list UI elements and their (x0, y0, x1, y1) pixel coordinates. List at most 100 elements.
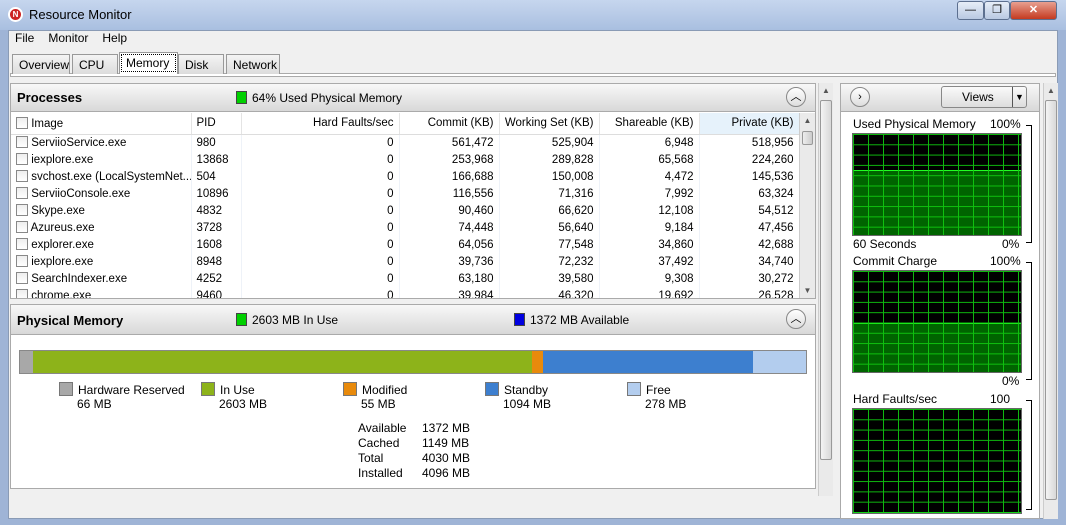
menu-help[interactable]: Help (102, 31, 128, 45)
process-checkbox[interactable] (16, 255, 28, 267)
column-header[interactable]: Commit (KB) (399, 113, 500, 135)
legend-value: 278 MB (645, 397, 687, 411)
table-cell: 10896 (191, 185, 242, 202)
cell-text: 0 (387, 187, 394, 200)
close-button[interactable]: ✕ (1010, 1, 1057, 20)
column-label: Hard Faults/sec (312, 117, 394, 130)
scroll-down-icon[interactable]: ▼ (803, 286, 812, 295)
maximize-button[interactable]: ❐ (984, 1, 1010, 20)
physical-memory-header[interactable]: Physical Memory 2603 MB In Use 1372 MB A… (11, 305, 815, 335)
expand-graphs-button[interactable]: › (850, 87, 870, 107)
cell-text: 253,968 (451, 153, 494, 166)
scroll-up-icon[interactable]: ▲ (803, 116, 812, 125)
table-row[interactable]: explorer.exe 1608 0 64,056 77,548 34,860 42,68… (11, 236, 800, 253)
table-cell: iexplore.exe (11, 151, 192, 168)
memory-segment-free (752, 351, 806, 373)
cell-text: 0 (387, 255, 394, 268)
menu-bar: File Monitor Help (8, 31, 134, 49)
tab-disk[interactable]: Disk (178, 54, 224, 74)
table-cell: 64,056 (399, 236, 500, 253)
tab-network[interactable]: Network (226, 54, 280, 74)
column-header[interactable]: PID (191, 113, 242, 135)
cell-text: 980 (196, 136, 216, 149)
table-cell: 6,948 (599, 134, 700, 151)
table-row[interactable]: svchost.exe (LocalSystemNet... 504 0 166,68… (11, 168, 800, 185)
column-header[interactable]: Shareable (KB) (599, 113, 700, 135)
tab-memory[interactable]: Memory (119, 52, 178, 74)
legend-label: Free (646, 383, 671, 397)
cell-text: iexplore.exe (31, 154, 94, 166)
scroll-thumb[interactable] (802, 131, 813, 145)
total-row: Cached 1149 MB (358, 436, 470, 451)
table-cell: 116,556 (399, 185, 500, 202)
process-checkbox[interactable] (16, 272, 28, 284)
collapse-physical-memory-button[interactable]: ︿ (786, 309, 806, 329)
table-cell: 0 (241, 168, 400, 185)
column-header[interactable]: Working Set (KB) (499, 113, 600, 135)
process-checkbox[interactable] (16, 153, 28, 165)
process-checkbox[interactable] (16, 136, 28, 149)
graph-min-label: 0% (1002, 237, 1020, 251)
process-checkbox[interactable] (16, 204, 28, 216)
total-value: 1149 MB (422, 436, 470, 450)
cell-text: 12,108 (658, 204, 694, 217)
scroll-up-icon[interactable]: ▲ (1047, 86, 1055, 95)
menu-monitor[interactable]: Monitor (48, 31, 89, 45)
scroll-thumb[interactable] (820, 100, 832, 460)
select-all-checkbox[interactable] (16, 116, 28, 129)
menu-file[interactable]: File (15, 31, 35, 45)
cell-text: 8948 (196, 255, 223, 268)
table-row[interactable]: Azureus.exe 3728 0 74,448 56,640 9,184 47,456 (11, 219, 800, 236)
processes-scrollbar[interactable]: ▲ ▼ (799, 113, 815, 298)
process-checkbox[interactable] (16, 221, 28, 233)
table-row[interactable]: iexplore.exe 8948 0 39,736 72,232 37,492 34,74… (11, 253, 800, 270)
graphs-scrollbar[interactable]: ▲ (1043, 83, 1058, 519)
tab-overview[interactable]: Overview (12, 54, 70, 74)
table-cell: 0 (241, 253, 400, 270)
process-checkbox[interactable] (16, 187, 28, 199)
table-cell: 0 (241, 236, 400, 253)
column-header[interactable]: Private (KB) (699, 113, 800, 135)
chevron-down-icon[interactable]: ▼ (1012, 87, 1026, 107)
table-cell: 1608 (191, 236, 242, 253)
left-pane-scrollbar[interactable]: ▲ (818, 83, 833, 496)
table-cell: 26,528 (699, 287, 800, 298)
collapse-processes-button[interactable]: ︿ (786, 87, 806, 107)
graph-grid (853, 134, 1021, 235)
cell-text: ServiioService.exe (31, 137, 127, 150)
views-button[interactable]: Views ▼ (941, 86, 1027, 108)
column-header[interactable]: Image (11, 113, 192, 135)
table-row[interactable]: Skype.exe 4832 0 90,460 66,620 12,108 54,512 (11, 202, 800, 219)
processes-header[interactable]: Processes 64% Used Physical Memory ︿ (11, 84, 815, 112)
column-header[interactable]: Hard Faults/sec (241, 113, 400, 135)
process-checkbox[interactable] (16, 238, 28, 250)
scroll-up-icon[interactable]: ▲ (822, 86, 830, 95)
cell-text: svchost.exe (LocalSystemNet... (31, 171, 191, 183)
minimize-button[interactable]: — (957, 1, 984, 20)
total-label: Cached (358, 436, 400, 450)
table-cell: 37,492 (599, 253, 700, 270)
cell-text: ServiioConsole.exe (31, 188, 131, 200)
table-cell: 518,956 (699, 134, 800, 151)
table-row[interactable]: iexplore.exe 13868 0 253,968 289,828 65,568 22… (11, 151, 800, 168)
table-cell: 4252 (191, 270, 242, 287)
process-checkbox[interactable] (16, 289, 28, 298)
cell-text: 54,512 (758, 204, 794, 217)
cell-text: 224,260 (751, 153, 794, 166)
cell-text: 150,008 (551, 170, 594, 183)
processes-panel: Processes 64% Used Physical Memory ︿ Ima… (10, 83, 816, 299)
total-value: 4096 MB (422, 466, 471, 480)
used-memory-text: 64% Used Physical Memory (252, 91, 403, 105)
table-row[interactable]: chrome.exe 9460 0 39,984 46,320 19,692 26,528 (11, 287, 800, 299)
process-checkbox[interactable] (16, 170, 28, 182)
column-label: Commit (KB) (427, 117, 494, 130)
processes-table: Image PID Hard Faults/sec Commit (KB) Workin… (11, 113, 800, 299)
table-row[interactable]: ServiioService.exe 980 0 561,472 525,904 6,94… (11, 134, 800, 151)
cell-text: 0 (387, 153, 394, 166)
graph-max-label: 100% (990, 117, 1021, 131)
tab-cpu[interactable]: CPU (72, 54, 118, 74)
table-row[interactable]: ServiioConsole.exe 10896 0 116,556 71,316 7,9… (11, 185, 800, 202)
scroll-thumb[interactable] (1045, 100, 1057, 500)
cell-text: chrome.exe (31, 290, 92, 299)
table-row[interactable]: SearchIndexer.exe 4252 0 63,180 39,580 9,308 3… (11, 270, 800, 287)
